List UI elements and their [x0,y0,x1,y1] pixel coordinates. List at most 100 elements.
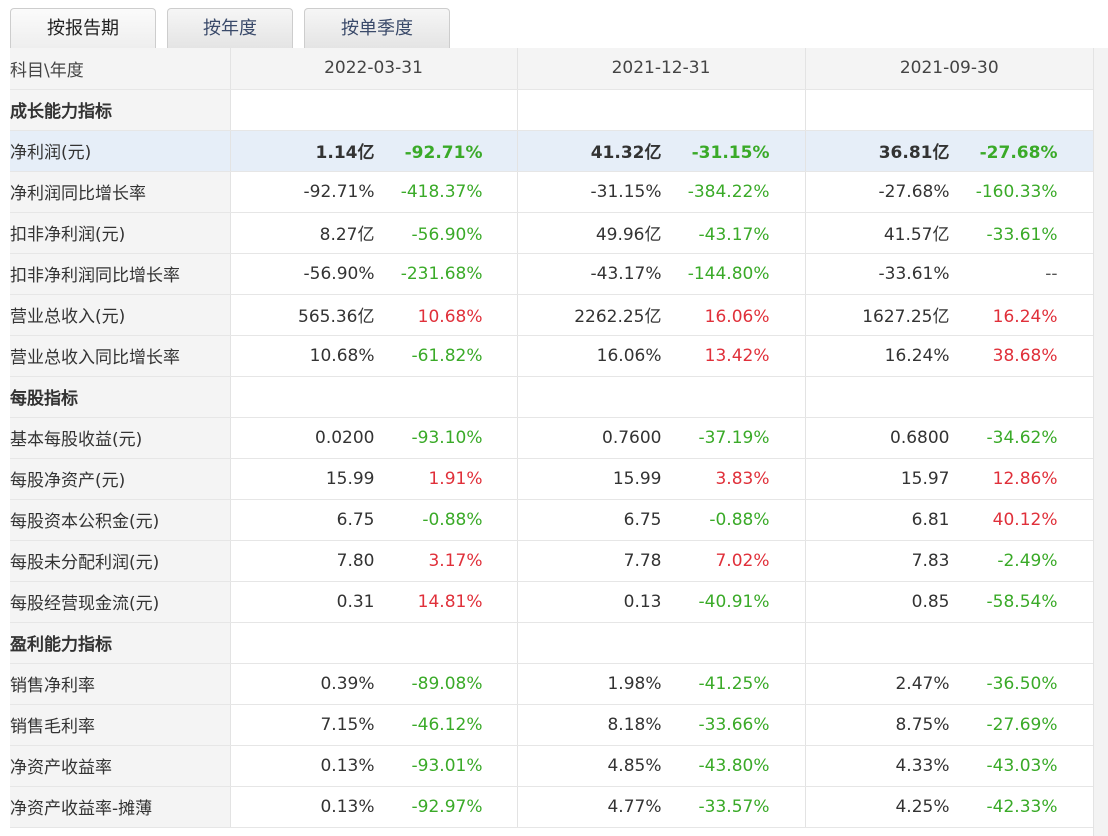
yoy-change: -37.19% [698,427,770,448]
table-row: 销售净利率 0.39% -89.08% 1.98% -41.25% 2.47% -36.50… [10,663,1093,705]
table-row: 扣非净利润(元) 8.27亿 -56.90% 49.96亿 -43.17% 41.57亿 -… [10,212,1093,254]
yoy-change: 7.02% [715,550,770,571]
header-subject-year: 科目\年度 [10,48,230,90]
data-cell: 8.27亿 -56.90% [229,212,517,254]
table-row: 销售毛利率 7.15% -46.12% 8.18% -33.66% 8.75% -27.69… [10,704,1093,746]
section-header-row: 成长能力指标 [10,89,1093,131]
table-row: 营业总收入(元) 565.36亿 10.68% 2262.25亿 16.06% 1627.… [10,294,1093,336]
row-label: 销售净利率 [10,663,230,705]
header-period-2: 2021-12-31 [516,48,805,90]
value: 49.96亿 [595,225,662,245]
yoy-change: 1.91% [428,468,483,489]
value: 7.80 [336,550,375,571]
value: -33.61% [878,263,950,284]
tab-by-year[interactable]: 按年度 [167,8,293,48]
value: 0.85 [911,591,950,612]
value: 2262.25亿 [574,307,662,327]
section-title: 成长能力指标 [10,89,230,131]
row-label: 每股经营现金流(元) [10,581,230,623]
report-period-tabs: 按报告期 按年度 按单季度 [0,0,1108,48]
data-cell: 4.77% -33.57% [516,786,805,828]
data-cell: 7.15% -46.12% [229,704,517,746]
value: 0.13% [320,755,375,776]
yoy-change: -31.15% [691,143,770,163]
value: 0.13% [320,796,375,817]
value: 4.33% [895,755,950,776]
yoy-change: -36.50% [986,673,1058,694]
data-cell: 6.81 40.12% [804,499,1093,541]
value: 15.99 [612,468,662,489]
section-title: 每股指标 [10,376,230,418]
data-cell: 1627.25亿 16.24% [804,294,1093,336]
data-cell: 0.7600 -37.19% [516,417,805,459]
value: 0.39% [320,673,375,694]
data-cell: 8.75% -27.69% [804,704,1093,746]
yoy-change: 13.42% [704,345,770,366]
header-period-1: 2022-03-31 [229,48,517,90]
row-label: 净利润(元) [10,130,230,172]
value: 0.7600 [602,427,662,448]
value: 16.24% [884,345,950,366]
yoy-change: -58.54% [986,591,1058,612]
yoy-change: -40.91% [698,591,770,612]
data-cell: 2.47% -36.50% [804,663,1093,705]
yoy-change: -27.68% [979,143,1058,163]
data-cell: 15.97 12.86% [804,458,1093,500]
yoy-change: -33.57% [698,796,770,817]
yoy-change: -43.80% [698,755,770,776]
data-cell: 41.57亿 -33.61% [804,212,1093,254]
value: 2.47% [895,673,950,694]
data-cell: 41.32亿 -31.15% [516,130,805,172]
yoy-change: -27.69% [986,714,1058,735]
yoy-change: -92.71% [404,143,483,163]
yoy-change: -43.17% [698,225,770,245]
tab-by-quarter[interactable]: 按单季度 [304,8,450,48]
value: -31.15% [590,181,662,202]
yoy-change: -43.03% [986,755,1058,776]
data-cell: -43.17% -144.80% [516,253,805,295]
data-cell: 6.75 -0.88% [516,499,805,541]
value: 1.14亿 [315,143,375,163]
data-cell: 36.81亿 -27.68% [804,130,1093,172]
yoy-change: -0.88% [422,509,483,530]
value: -92.71% [303,181,375,202]
data-cell: 4.85% -43.80% [516,745,805,787]
data-cell: 0.39% -89.08% [229,663,517,705]
section-header-row: 盈利能力指标 [10,622,1093,664]
header-row: 科目\年度 2022-03-31 2021-12-31 2021-09-30 [10,48,1093,90]
section-header-row: 每股指标 [10,376,1093,418]
empty-cell [229,376,517,418]
yoy-change: -33.66% [698,714,770,735]
row-label: 每股资本公积金(元) [10,499,230,541]
table-row: 每股资本公积金(元) 6.75 -0.88% 6.75 -0.88% 6.81 40.12% [10,499,1093,541]
data-cell: 8.18% -33.66% [516,704,805,746]
table-row: 每股净资产(元) 15.99 1.91% 15.99 3.83% 15.97 12.86% [10,458,1093,500]
table-row: 净利润同比增长率 -92.71% -418.37% -31.15% -384.22% -2… [10,171,1093,213]
table-row: 净资产收益率-摊薄 0.13% -92.97% 4.77% -33.57% 4.25% -4… [10,786,1093,828]
yoy-change: 16.06% [704,307,770,327]
yoy-change: 40.12% [992,509,1058,530]
right-edge-column [1093,48,1108,836]
value: 4.25% [895,796,950,817]
table-row: 每股经营现金流(元) 0.31 14.81% 0.13 -40.91% 0.85 -58.5… [10,581,1093,623]
yoy-change: 38.68% [992,345,1058,366]
value: 0.31 [336,591,375,612]
empty-cell [229,89,517,131]
value: 1.98% [607,673,662,694]
value: 0.13 [623,591,662,612]
row-label: 营业总收入(元) [10,294,230,336]
value: 0.6800 [890,427,950,448]
value: 4.77% [607,796,662,817]
data-cell: -31.15% -384.22% [516,171,805,213]
data-cell: 16.06% 13.42% [516,335,805,377]
empty-cell [229,622,517,664]
value: 7.15% [320,714,375,735]
data-cell: 4.25% -42.33% [804,786,1093,828]
value: 6.75 [336,509,375,530]
tab-by-report-period[interactable]: 按报告期 [10,8,156,48]
value: 8.27亿 [319,225,375,245]
empty-cell [516,376,805,418]
yoy-change: 16.24% [992,307,1058,327]
yoy-change: 3.83% [715,468,770,489]
data-cell: 0.0200 -93.10% [229,417,517,459]
